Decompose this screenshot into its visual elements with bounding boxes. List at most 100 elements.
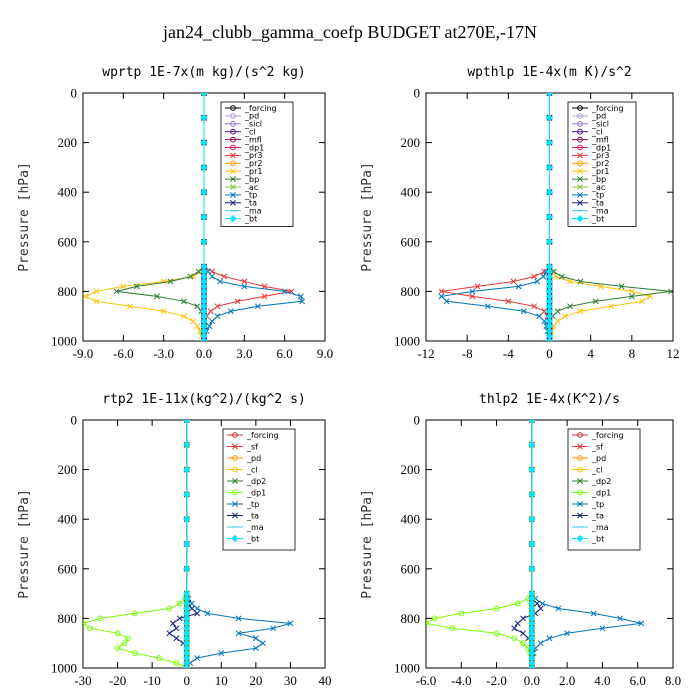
x-tick-label: -6.0: [416, 673, 437, 688]
data-point: [528, 466, 536, 474]
data-point: [561, 313, 568, 320]
data-point: [160, 308, 167, 315]
data-point: [511, 635, 518, 642]
data-point: [541, 268, 548, 275]
data-point: [539, 600, 546, 607]
data-point: [528, 515, 536, 523]
y-axis-label: Pressure [hPa]: [360, 162, 375, 272]
data-point: [514, 600, 521, 607]
legend-label: _bp: [244, 175, 259, 184]
data-point: [200, 238, 208, 246]
data-point: [188, 605, 195, 612]
data-point: [528, 540, 536, 548]
legend-marker: [577, 152, 583, 159]
series-bt: [545, 93, 554, 341]
legend-label: _ta: [591, 199, 604, 208]
x-tick-label: 0: [546, 346, 553, 361]
legend-marker: [232, 489, 238, 496]
data-point: [537, 605, 544, 612]
data-point: [599, 625, 606, 632]
data-point: [183, 441, 191, 449]
legend-label: _sicl: [244, 120, 262, 129]
data-point: [200, 188, 208, 196]
data-point: [458, 610, 465, 617]
y-tick-label: 0: [71, 413, 78, 428]
legend-marker: [577, 144, 583, 151]
legend-marker: [230, 105, 236, 111]
x-tick-label: -12: [417, 346, 434, 361]
x-tick-label: 3.0: [236, 346, 252, 361]
y-tick-label: 400: [58, 185, 78, 200]
data-point: [176, 615, 183, 622]
panel-title: wpthlp 1E-4x(m K)/s^2: [467, 65, 631, 80]
x-tick-label: 0: [183, 673, 190, 688]
y-tick-label: 800: [401, 284, 421, 299]
series-group: [438, 93, 673, 341]
data-point: [545, 163, 554, 171]
data-point: [545, 188, 554, 196]
data-point: [554, 318, 561, 325]
legend-marker: [230, 168, 236, 175]
legend-marker: [230, 152, 236, 159]
data-point: [474, 283, 481, 290]
legend-marker: [577, 128, 583, 135]
data-point: [180, 313, 187, 320]
legend-label: _forcing: [244, 104, 277, 113]
data-point: [200, 213, 208, 221]
data-point: [520, 640, 526, 647]
data-point: [125, 635, 131, 642]
data-point: [173, 635, 180, 642]
legend-marker: [229, 215, 237, 223]
data-point: [194, 605, 201, 612]
series-group: [83, 93, 306, 341]
data-point: [545, 139, 554, 147]
x-tick-label: -2.0: [486, 673, 507, 688]
x-tick-label: 20: [249, 673, 262, 688]
data-point: [200, 93, 208, 97]
data-point: [173, 660, 180, 666]
series-bt: [528, 420, 536, 668]
legend: _forcing_pd_sicl_cl_mfl_dp1_pr3_pr2_pr1_…: [220, 101, 294, 227]
data-point: [83, 620, 86, 627]
legend-label: _pr3: [591, 151, 609, 160]
x-tick-label: 4.0: [594, 673, 610, 688]
data-point: [287, 620, 294, 627]
data-point: [554, 308, 561, 315]
legend-marker: [577, 443, 583, 450]
legend-label: _pr2: [591, 159, 609, 168]
data-point: [83, 293, 89, 300]
data-point: [541, 318, 548, 325]
data-point: [183, 466, 191, 474]
data-point: [194, 323, 201, 330]
data-point: [438, 288, 445, 295]
y-tick-label: 800: [58, 611, 78, 626]
data-point: [520, 308, 527, 315]
data-point: [183, 565, 191, 573]
legend-box: [567, 101, 637, 227]
data-point: [520, 630, 526, 637]
x-tick-label: -9.0: [73, 346, 94, 361]
data-point: [127, 303, 134, 310]
x-tick-label: -8: [462, 346, 473, 361]
legend-label: _pd: [246, 454, 261, 463]
legend-label: _forcing: [246, 431, 279, 440]
legend-label: _forcing: [591, 431, 624, 440]
legend-label: _dp2: [591, 477, 611, 486]
data-point: [426, 620, 429, 627]
legend-label: _cl: [591, 128, 603, 137]
legend-label: _bt: [591, 534, 604, 543]
data-point: [114, 630, 121, 637]
y-tick-label: 0: [414, 86, 421, 101]
data-point: [121, 640, 128, 647]
legend-label: _dp1: [246, 488, 266, 497]
legend-marker: [577, 455, 583, 461]
data-point: [534, 600, 541, 607]
data-point: [187, 273, 194, 280]
legend-marker: [577, 160, 583, 167]
data-point: [511, 625, 518, 632]
plot-frame: [425, 419, 674, 669]
data-point: [270, 625, 277, 632]
data-point: [131, 650, 138, 657]
panel-title: rtp2 1E-11x(kg^2)/(kg^2 s): [102, 392, 306, 407]
